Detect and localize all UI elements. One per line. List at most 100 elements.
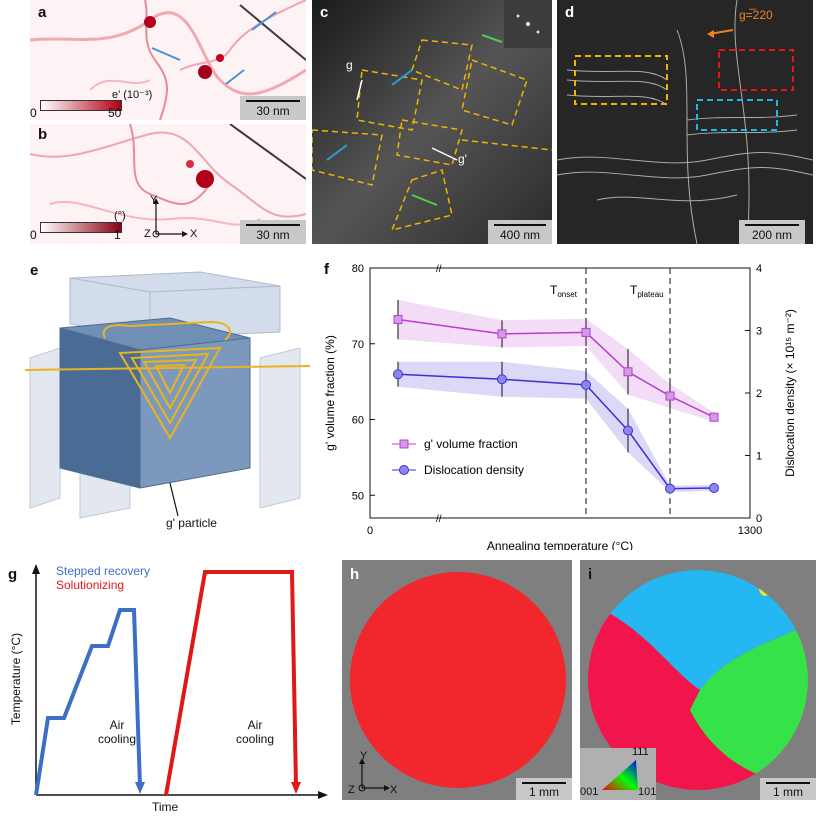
scale-label-h: 1 mm	[529, 785, 559, 799]
point-square	[665, 391, 675, 401]
legend-marker-0	[399, 439, 409, 449]
y-left-tick-label: 70	[352, 339, 364, 351]
cube-schematic-e	[24, 271, 311, 519]
temperature-time-schematic-g	[32, 564, 328, 799]
scale-label-a: 30 nm	[256, 104, 290, 118]
band-series-0	[398, 299, 714, 422]
g-label-c1: g	[346, 58, 353, 72]
panel-label-h: h	[350, 566, 360, 583]
scale-bar-d: 200 nm	[739, 220, 805, 244]
air-cooling-1-line2: cooling	[98, 732, 137, 746]
colorbar-b	[40, 222, 122, 233]
legend-solutionizing: Solutionizing	[56, 578, 125, 592]
y-left-tick-label: 50	[352, 490, 364, 502]
point-circle	[393, 369, 403, 380]
colorbar-unit-a: e' (10⁻³)	[112, 89, 153, 101]
colorbar-max-b: 1	[114, 228, 121, 242]
legend-label-0: g' volume fraction	[424, 437, 518, 451]
ipf-001: 001	[580, 786, 599, 798]
air-cooling-1: Air cooling	[98, 718, 136, 746]
panel-label-e: e	[30, 262, 39, 279]
panel-label-a: a	[38, 4, 47, 21]
scale-bar-b: 30 nm	[240, 220, 306, 244]
axis-y-h: Y	[360, 750, 368, 762]
axes-triad-b	[152, 198, 188, 238]
panel-label-d: d	[565, 4, 575, 21]
panel-e: e g' particle	[20, 258, 320, 538]
y-left-tick-label: 60	[352, 415, 364, 427]
air-cooling-2-line2: cooling	[236, 732, 275, 746]
line-series-1	[397, 373, 715, 490]
x-tick-label: 1300	[738, 525, 762, 537]
panel-label-b: b	[38, 126, 48, 143]
y-left-axis-label: g' volume fraction (%)	[323, 335, 337, 451]
panel-d: d g=̅220 200 nm	[557, 0, 813, 244]
axis-break-bottom: //	[436, 514, 442, 525]
scale-bar-c: 400 nm	[488, 220, 552, 244]
x-axis-label: Annealing temperature (°C)	[487, 539, 633, 550]
y-right-tick-label: 0	[756, 513, 762, 525]
colorbar-min-b: 0	[30, 228, 37, 242]
point-circle	[709, 483, 719, 493]
tem-image-c	[312, 0, 552, 244]
onset-label: Tonset	[550, 283, 578, 299]
axis-y-b: Y	[150, 194, 158, 206]
axis-z-h: Z	[348, 784, 355, 796]
g-xlabel: Time	[152, 800, 179, 814]
point-square	[581, 327, 591, 337]
point-square	[623, 367, 633, 377]
y-right-tick-label: 1	[756, 451, 762, 463]
point-circle	[497, 374, 507, 385]
colorbar-unit-b: (°)	[114, 210, 126, 222]
ipf-triangle	[602, 760, 638, 790]
ebsd-map-h	[342, 560, 572, 800]
axis-z-b: Z	[144, 228, 151, 240]
scale-bar-a: 30 nm	[240, 96, 306, 120]
y-right-axis-label: Dislocation density (× 10¹⁵ m⁻²)	[783, 309, 797, 477]
axis-x-b: X	[190, 228, 198, 240]
axes-triad-h	[358, 758, 390, 792]
legend-label-1: Dislocation density	[424, 463, 524, 477]
scale-label-i: 1 mm	[773, 785, 803, 799]
y-left-tick-label: 80	[352, 263, 364, 275]
scale-label-d: 200 nm	[751, 228, 793, 242]
point-square	[497, 329, 507, 339]
ipf-111: 111	[632, 746, 649, 758]
axis-break-top: //	[436, 264, 442, 275]
axis-x-h: X	[390, 784, 398, 796]
colorbar-max-a: 50	[108, 106, 122, 120]
air-cooling-2: Air cooling	[236, 718, 274, 746]
line-series-0	[397, 318, 715, 418]
scale-label-c: 400 nm	[499, 228, 541, 242]
g-vector-d: g=̅220	[739, 8, 773, 22]
y-right-tick-label: 4	[756, 263, 762, 275]
ipf-101: 101	[638, 786, 657, 798]
panel-label-i: i	[588, 566, 593, 583]
legend-marker-1	[399, 465, 409, 475]
panel-label-f: f	[324, 261, 330, 278]
scale-bar-i: 1 mm	[760, 778, 816, 800]
panel-label-c: c	[320, 4, 329, 21]
g-ylabel: Temperature (°C)	[9, 632, 23, 726]
tem-image-d	[557, 0, 813, 244]
y-right-tick-label: 2	[756, 388, 762, 400]
panel-label-g: g	[8, 566, 18, 583]
plateau-label: Tplateau	[630, 283, 664, 299]
g-label-c2: g'	[458, 152, 467, 166]
panel-a: a 0 50 e' (10⁻³) 30 nm	[30, 0, 306, 120]
ipf-legend: 111 001 101	[580, 746, 657, 800]
particle-label-e: g' particle	[166, 516, 217, 530]
scale-label-b: 30 nm	[256, 228, 290, 242]
legend-stepped: Stepped recovery	[56, 564, 151, 578]
air-cooling-2-line1: Air	[247, 718, 263, 732]
panel-b: b 0 1 (°) Y Z X 30 nm	[30, 124, 306, 244]
colorbar-a	[40, 100, 122, 111]
panel-h: h Y Z X 1 mm	[342, 560, 572, 800]
air-cooling-1-line1: Air	[109, 718, 125, 732]
point-circle	[623, 425, 633, 436]
point-square	[709, 412, 719, 422]
panel-i: i 111 001 101 1 mm	[580, 560, 816, 800]
point-circle	[665, 483, 675, 494]
point-square	[393, 315, 403, 325]
